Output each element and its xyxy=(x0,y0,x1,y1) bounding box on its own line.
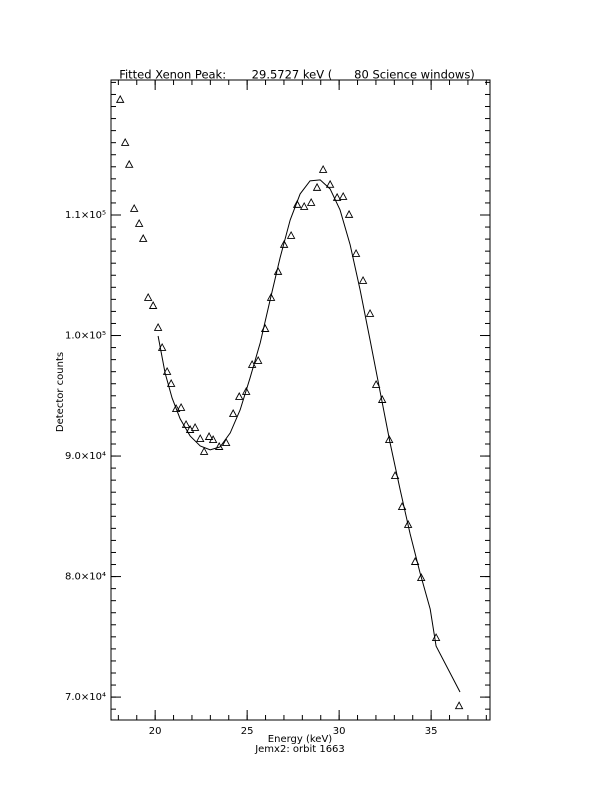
data-point xyxy=(195,434,205,443)
data-point xyxy=(312,182,322,191)
data-point xyxy=(332,192,342,201)
y-tick-label: 8.0×10⁴ xyxy=(65,572,106,583)
chart-title: Fitted Xenon Peak: 29.5727 keV ( 80 Scie… xyxy=(119,68,475,82)
data-point xyxy=(143,292,153,301)
data-point xyxy=(204,432,214,440)
data-point xyxy=(253,355,263,364)
data-point xyxy=(129,204,139,212)
data-point xyxy=(299,201,309,210)
data-point xyxy=(134,218,144,227)
data-point xyxy=(234,392,244,400)
data-point xyxy=(162,366,172,375)
data-point xyxy=(124,159,134,168)
data-point xyxy=(344,209,354,218)
data-point xyxy=(286,231,296,239)
x-axis-label: Energy (keV) xyxy=(268,734,333,745)
y-tick-label: 7.0×10⁴ xyxy=(65,692,106,703)
data-point xyxy=(138,234,148,242)
data-point xyxy=(306,197,316,206)
data-point xyxy=(454,701,464,710)
data-point xyxy=(292,199,302,208)
data-point xyxy=(208,435,218,443)
x-tick-label: 25 xyxy=(241,726,254,737)
plot-frame xyxy=(110,79,491,721)
data-point xyxy=(371,379,381,388)
data-point xyxy=(153,322,163,331)
y-tick-label: 9.0×10⁴ xyxy=(65,451,106,462)
data-point xyxy=(358,275,368,284)
data-point xyxy=(228,409,238,417)
data-point xyxy=(241,386,251,395)
data-point xyxy=(365,308,375,317)
data-point xyxy=(416,573,426,581)
data-point xyxy=(325,179,335,188)
data-point xyxy=(176,403,186,411)
data-point xyxy=(166,379,176,387)
data-point xyxy=(120,137,130,146)
data-point xyxy=(199,446,209,455)
subtitle: Jemx2: orbit 1663 xyxy=(254,744,345,755)
data-point xyxy=(318,164,328,173)
data-point xyxy=(273,266,283,275)
data-point xyxy=(221,438,231,446)
data-point xyxy=(384,435,394,443)
data-point xyxy=(171,404,181,412)
y-tick-label: 1.1×10⁵ xyxy=(65,210,106,221)
data-point xyxy=(266,292,276,301)
data-point xyxy=(403,520,413,528)
data-point xyxy=(351,248,361,257)
data-point xyxy=(190,423,200,431)
data-point xyxy=(148,301,158,309)
fit-line xyxy=(157,179,461,693)
y-tick-label: 1.0×10⁵ xyxy=(65,331,106,342)
data-point xyxy=(338,191,348,200)
x-tick-label: 20 xyxy=(149,726,162,737)
y-axis-label: Detector counts xyxy=(55,352,66,432)
x-tick-label: 35 xyxy=(425,726,438,737)
data-point xyxy=(279,239,289,248)
data-point xyxy=(181,419,191,428)
data-point xyxy=(115,94,125,103)
x-tick-label: 30 xyxy=(333,726,346,737)
